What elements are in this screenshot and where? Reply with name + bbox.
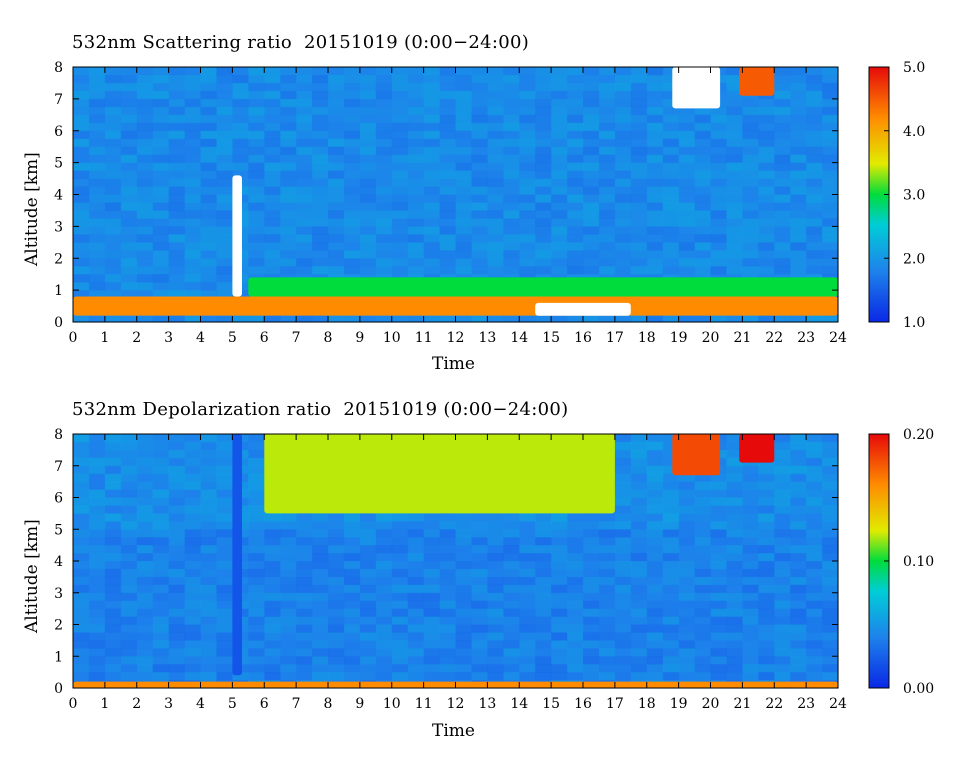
x-tick-label: 24 (829, 330, 847, 346)
y-tick-label: 5 (54, 522, 63, 538)
y-tick-label: 4 (54, 188, 63, 204)
x-tick-label: 14 (510, 330, 528, 346)
x-tick-label: 9 (355, 330, 364, 346)
heatmap-feature-low-cloud-column (232, 434, 242, 676)
y-tick-label: 1 (54, 283, 63, 299)
y-tick-label: 6 (54, 491, 63, 507)
x-tick-label: 17 (606, 330, 624, 346)
x-tick-label: 7 (292, 696, 301, 712)
y-tick-label: 2 (54, 251, 63, 267)
x-tick-label: 3 (164, 330, 173, 346)
x-tick-label: 21 (733, 696, 751, 712)
x-tick-label: 21 (733, 330, 751, 346)
x-tick-label: 15 (542, 330, 560, 346)
x-tick-label: 4 (196, 330, 205, 346)
x-tick-label: 2 (132, 696, 141, 712)
x-tick-label: 22 (765, 696, 783, 712)
x-tick-label: 18 (638, 330, 656, 346)
x-tick-label: 20 (702, 696, 720, 712)
x-tick-label: 6 (260, 330, 269, 346)
colorbar-tick-label: 0.20 (903, 427, 934, 443)
y-tick-label: 7 (54, 92, 63, 108)
x-tick-label: 17 (606, 696, 624, 712)
heatmap-feature-upper-cloud (672, 434, 721, 476)
heatmap-feature-saturated-aerosol (535, 302, 631, 316)
colorbar-tick-label: 0.10 (903, 554, 934, 570)
chart-title-scattering: 532nm Scattering ratio 20151019 (0:00−24… (72, 32, 530, 53)
x-tick-label: 6 (260, 696, 269, 712)
depolarization-ratio-chart: 0 1 2 3 4 5 6 7 8 9 10 11 12 13 14 15 16 17 18 19 20 21 22 23 24… (54, 427, 934, 712)
x-tick-label: 0 (69, 330, 78, 346)
colorbar-tick-label: 5.0 (903, 60, 925, 76)
x-tick-label: 23 (797, 330, 815, 346)
x-tick-label: 18 (638, 696, 656, 712)
heatmap-feature-low-cloud-column (232, 175, 242, 297)
heatmap-feature-elevated-aerosol-layer (248, 277, 839, 297)
x-tick-label: 2 (132, 330, 141, 346)
x-tick-label: 4 (196, 696, 205, 712)
x-tick-label: 24 (829, 696, 847, 712)
x-tick-label: 1 (100, 696, 109, 712)
x-axis-label-scattering: Time (432, 354, 475, 374)
y-tick-label: 2 (54, 618, 63, 634)
x-tick-label: 8 (324, 330, 333, 346)
x-tick-label: 16 (574, 330, 592, 346)
heatmap-feature-upper-cloud (739, 434, 775, 463)
x-tick-label: 22 (765, 330, 783, 346)
heatmap-feature-boundary-layer (73, 296, 838, 316)
x-tick-label: 3 (164, 696, 173, 712)
y-tick-label: 7 (54, 459, 63, 475)
x-tick-label: 8 (324, 696, 333, 712)
x-tick-label: 23 (797, 696, 815, 712)
x-tick-label: 5 (228, 330, 237, 346)
x-tick-label: 10 (383, 696, 401, 712)
y-tick-label: 3 (54, 219, 63, 235)
heatmap-background (73, 434, 839, 689)
y-tick-label: 4 (54, 554, 63, 570)
x-tick-label: 19 (670, 330, 688, 346)
x-tick-label: 20 (702, 330, 720, 346)
y-tick-label: 8 (54, 60, 63, 76)
colorbar-tick-label: 1.0 (903, 315, 925, 331)
heatmap-feature-upper-cloud (672, 67, 721, 109)
heatmap-feature-upper-cloud (739, 67, 775, 96)
x-axis-label-depolarization: Time (432, 721, 475, 741)
y-tick-label: 0 (54, 315, 63, 331)
scattering-ratio-chart: 0 1 2 3 4 5 6 7 8 9 10 11 12 13 14 15 16 17 18 19 20 21 22 23 24… (54, 60, 925, 346)
x-tick-label: 13 (478, 696, 496, 712)
chart-title-depolarization: 532nm Depolarization ratio 20151019 (0:0… (72, 399, 569, 420)
colorbar-tick-label: 2.0 (903, 251, 925, 267)
x-tick-label: 11 (415, 330, 433, 346)
x-tick-label: 10 (383, 330, 401, 346)
y-tick-label: 5 (54, 156, 63, 172)
x-tick-label: 12 (447, 696, 465, 712)
x-tick-label: 7 (292, 330, 301, 346)
x-tick-label: 12 (447, 330, 465, 346)
x-tick-label: 13 (478, 330, 496, 346)
x-tick-label: 9 (355, 696, 364, 712)
x-tick-label: 0 (69, 696, 78, 712)
y-tick-label: 1 (54, 649, 63, 665)
x-tick-label: 11 (415, 696, 433, 712)
y-tick-label: 3 (54, 586, 63, 602)
x-tick-label: 14 (510, 696, 528, 712)
x-tick-label: 1 (100, 330, 109, 346)
x-tick-label: 5 (228, 696, 237, 712)
colorbar-tick-label: 0.00 (903, 681, 934, 697)
heatmap-feature-upper-noisy-region (264, 434, 615, 514)
y-tick-label: 8 (54, 427, 63, 443)
x-tick-label: 19 (670, 696, 688, 712)
y-tick-label: 0 (54, 681, 63, 697)
y-tick-label: 6 (54, 124, 63, 140)
x-tick-label: 15 (542, 696, 560, 712)
colorbar-tick-label: 3.0 (903, 188, 925, 204)
x-tick-label: 16 (574, 696, 592, 712)
colorbar-tick-label: 4.0 (903, 124, 925, 140)
